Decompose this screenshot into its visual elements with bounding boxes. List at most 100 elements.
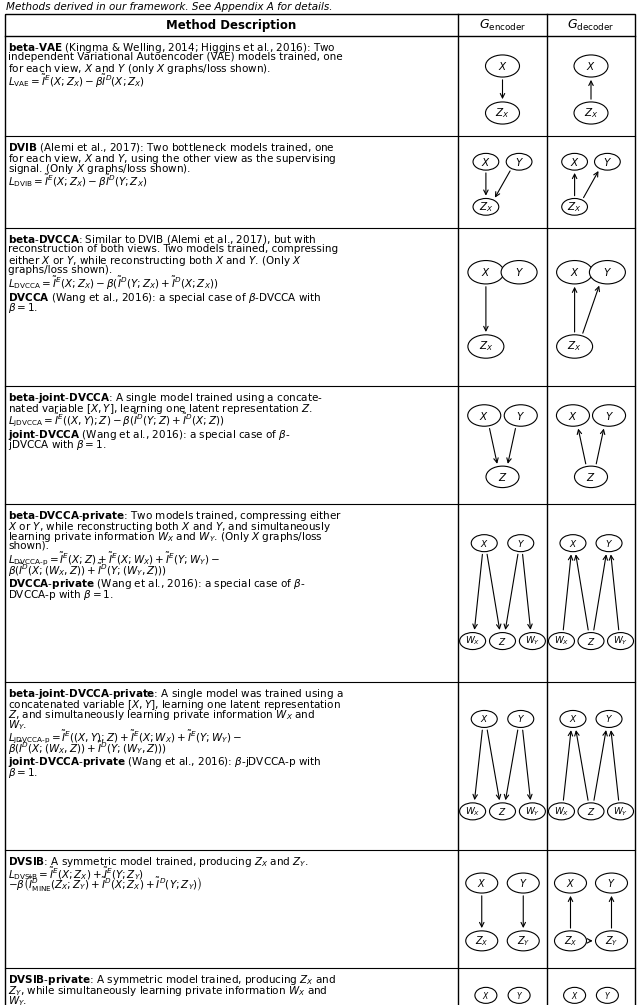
Ellipse shape	[486, 102, 520, 124]
Text: $-\beta\left(\tilde{I}^D_{\mathrm{MINE}}(Z_X;Z_Y) + \tilde{I}^D(X;Z_X) + \tilde{: $-\beta\left(\tilde{I}^D_{\mathrm{MINE}}…	[8, 876, 202, 894]
Ellipse shape	[574, 55, 608, 77]
Text: for each view, $X$ and $Y$ (only $X$ graphs/loss shown).: for each view, $X$ and $Y$ (only $X$ gra…	[8, 62, 271, 76]
Text: $W_{X}$: $W_{X}$	[465, 635, 480, 647]
Ellipse shape	[468, 260, 504, 284]
Ellipse shape	[595, 154, 620, 170]
Ellipse shape	[595, 873, 627, 893]
Ellipse shape	[520, 632, 545, 649]
Text: $Z_{X}$: $Z_{X}$	[568, 340, 582, 354]
Text: $X$: $X$	[481, 156, 491, 168]
Text: $Z$: $Z$	[498, 806, 507, 817]
Ellipse shape	[560, 711, 586, 728]
Ellipse shape	[593, 405, 625, 426]
Text: $X$: $X$	[570, 266, 579, 278]
Ellipse shape	[596, 535, 622, 552]
Text: $W_Y$.: $W_Y$.	[8, 719, 28, 733]
Text: $W_{X}$: $W_{X}$	[465, 805, 480, 818]
Text: $L_{\mathrm{jDVCCA}} = \tilde{I}^E((X,Y);Z) - \beta(\tilde{I}^D(Y;Z) + \tilde{I}: $L_{\mathrm{jDVCCA}} = \tilde{I}^E((X,Y)…	[8, 412, 225, 429]
Text: $W_Y$.: $W_Y$.	[8, 994, 28, 1005]
Ellipse shape	[490, 632, 515, 649]
Text: $X$: $X$	[480, 538, 488, 549]
Text: concatenated variable $[X,Y]$, learning one latent representation: concatenated variable $[X,Y]$, learning …	[8, 697, 340, 712]
Text: $X$: $X$	[480, 714, 488, 725]
Text: $X$: $X$	[586, 60, 596, 72]
Text: $W_{Y}$: $W_{Y}$	[525, 805, 540, 818]
Ellipse shape	[557, 335, 593, 358]
Ellipse shape	[560, 535, 586, 552]
Text: $G_{\mathrm{encoder}}$: $G_{\mathrm{encoder}}$	[479, 17, 526, 32]
Text: $\mathbf{DVCCA}$ (Wang et al., 2016): a special case of $\beta$-DVCCA with: $\mathbf{DVCCA}$ (Wang et al., 2016): a …	[8, 290, 321, 305]
Ellipse shape	[574, 102, 608, 124]
Text: $\mathbf{beta\text{-}DVCCA\text{-}private}$: Two models trained, compressing eit: $\mathbf{beta\text{-}DVCCA\text{-}privat…	[8, 509, 342, 523]
Text: $X$: $X$	[498, 60, 508, 72]
Ellipse shape	[554, 873, 586, 893]
Text: $X$: $X$	[477, 877, 486, 889]
Text: jDVCCA with $\beta = 1$.: jDVCCA with $\beta = 1$.	[8, 438, 106, 452]
Ellipse shape	[508, 987, 530, 1003]
Text: $G_{\mathrm{decoder}}$: $G_{\mathrm{decoder}}$	[567, 17, 614, 32]
Text: $Z$: $Z$	[498, 635, 507, 646]
Text: nated variable $[X,Y]$, learning one latent representation $Z$.: nated variable $[X,Y]$, learning one lat…	[8, 402, 313, 415]
Ellipse shape	[475, 987, 497, 1003]
Text: learning private information $W_X$ and $W_Y$. (Only $X$ graphs/loss: learning private information $W_X$ and $…	[8, 530, 323, 544]
Text: $\beta(\tilde{I}^D(X;(W_X,Z)) + \tilde{I}^D(Y;(W_Y,Z)))$: $\beta(\tilde{I}^D(X;(W_X,Z)) + \tilde{I…	[8, 740, 167, 757]
Ellipse shape	[554, 931, 586, 951]
Text: $Z_{X}$: $Z_{X}$	[479, 340, 493, 354]
Ellipse shape	[460, 803, 486, 820]
Text: $Z$: $Z$	[587, 635, 595, 646]
Ellipse shape	[508, 711, 534, 728]
Text: $Z$: $Z$	[586, 471, 596, 482]
Text: $\mathbf{joint\text{-}DVCCA}$ (Wang et al., 2016): a special case of $\beta$-: $\mathbf{joint\text{-}DVCCA}$ (Wang et a…	[8, 428, 291, 442]
Ellipse shape	[557, 260, 593, 284]
Ellipse shape	[607, 803, 634, 820]
Text: $X$: $X$	[568, 538, 577, 549]
Ellipse shape	[508, 931, 540, 951]
Text: $\mathbf{joint\text{-}DVCCA\text{-}private}$ (Wang et al., 2016): $\beta$-jDVCCA: $\mathbf{joint\text{-}DVCCA\text{-}priva…	[8, 755, 321, 769]
Ellipse shape	[466, 931, 498, 951]
Ellipse shape	[548, 803, 575, 820]
Text: $W_{X}$: $W_{X}$	[554, 635, 569, 647]
Ellipse shape	[562, 154, 588, 170]
Text: DVCCA-p with $\beta = 1$.: DVCCA-p with $\beta = 1$.	[8, 588, 114, 602]
Text: $X$: $X$	[482, 990, 490, 1001]
Text: $Z_{Y}$: $Z_{Y}$	[516, 934, 530, 948]
Ellipse shape	[504, 405, 538, 426]
Text: Methods derived in our framework. See Appendix A for details.: Methods derived in our framework. See Ap…	[6, 2, 333, 12]
Text: $Y$: $Y$	[515, 266, 524, 278]
Text: $Y$: $Y$	[605, 409, 614, 421]
Text: $Z_{Y}$: $Z_{Y}$	[605, 934, 618, 948]
Ellipse shape	[575, 466, 607, 487]
Text: $Y$: $Y$	[603, 156, 612, 168]
Text: $\mathbf{DVSIB}$: A symmetric model trained, producing $Z_X$ and $Z_Y$.: $\mathbf{DVSIB}$: A symmetric model trai…	[8, 855, 308, 869]
Text: $X$: $X$	[568, 714, 577, 725]
Text: $Z$: $Z$	[587, 806, 595, 817]
Text: $L_{\mathrm{DVCCA\text{-}p}} = \tilde{I}^E(X;Z) + \tilde{I}^E(X;W_X) + \tilde{I}: $L_{\mathrm{DVCCA\text{-}p}} = \tilde{I}…	[8, 551, 220, 569]
Text: $Z$: $Z$	[498, 471, 508, 482]
Text: $L_{\mathrm{jDVCCA\text{-}p}} = \tilde{I}^E((X,Y);Z) + \tilde{I}^E(X;W_X)+\tilde: $L_{\mathrm{jDVCCA\text{-}p}} = \tilde{I…	[8, 729, 242, 747]
Text: graphs/loss shown).: graphs/loss shown).	[8, 264, 112, 274]
Text: $L_{\mathrm{DVIB}} = \tilde{I}^E(X;Z_X) - \beta\tilde{I}^D(Y;Z_X)$: $L_{\mathrm{DVIB}} = \tilde{I}^E(X;Z_X) …	[8, 173, 147, 190]
Ellipse shape	[468, 405, 500, 426]
Text: $\mathbf{beta\text{-}joint\text{-}DVCCA}$: A single model trained using a concat: $\mathbf{beta\text{-}joint\text{-}DVCCA}…	[8, 391, 323, 405]
Text: either $X$ or $Y$, while reconstructing both $X$ and $Y$. (Only $X$: either $X$ or $Y$, while reconstructing …	[8, 254, 301, 268]
Ellipse shape	[595, 931, 627, 951]
Text: $Y$: $Y$	[605, 538, 613, 549]
Text: $L_{\mathrm{DVCCA}} = \tilde{I}^E(X;Z_X) - \beta(\tilde{I}^D(Y;Z_X) + \tilde{I}^: $L_{\mathrm{DVCCA}} = \tilde{I}^E(X;Z_X)…	[8, 275, 218, 292]
Text: $\beta = 1$.: $\beta = 1$.	[8, 766, 38, 780]
Ellipse shape	[486, 466, 519, 487]
Text: $\mathbf{beta\text{-}VAE}$ (Kingma & Welling, 2014; Higgins et al., 2016): Two: $\mathbf{beta\text{-}VAE}$ (Kingma & Wel…	[8, 41, 336, 55]
Text: $Y$: $Y$	[516, 409, 525, 421]
Ellipse shape	[501, 260, 537, 284]
Text: $Y$: $Y$	[604, 990, 611, 1001]
Text: $Y$: $Y$	[607, 877, 616, 889]
Text: $W_{Y}$: $W_{Y}$	[613, 635, 628, 647]
Text: $L_{\mathrm{VAE}} = \tilde{I}^E(X;Z_X) - \beta\tilde{I}^D(X;Z_X)$: $L_{\mathrm{VAE}} = \tilde{I}^E(X;Z_X) -…	[8, 72, 145, 89]
Text: $W_{X}$: $W_{X}$	[554, 805, 569, 818]
Ellipse shape	[466, 873, 498, 893]
Text: $\mathbf{DVIB}$ (Alemi et al., 2017): Two bottleneck models trained, one: $\mathbf{DVIB}$ (Alemi et al., 2017): Tw…	[8, 141, 335, 154]
Text: $Z_{X}$: $Z_{X}$	[495, 107, 509, 120]
Text: $\beta = 1$.: $\beta = 1$.	[8, 302, 38, 316]
Text: $Y$: $Y$	[516, 990, 523, 1001]
Text: $X$: $X$	[570, 156, 579, 168]
Ellipse shape	[508, 873, 540, 893]
